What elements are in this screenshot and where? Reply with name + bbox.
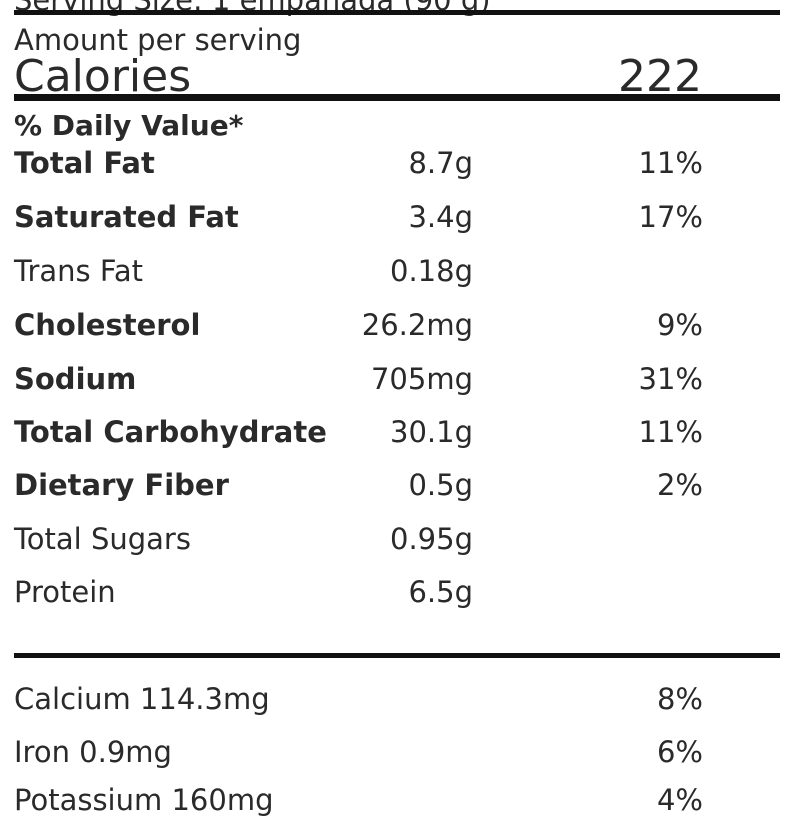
calories-label: Calories bbox=[14, 51, 192, 102]
nutrient-name: Total Sugars bbox=[14, 522, 191, 556]
nutrient-amount: 0.18g bbox=[390, 254, 473, 288]
nutrient-name: Protein bbox=[14, 575, 116, 609]
mineral-daily-value: 6% bbox=[656, 735, 703, 769]
nutrient-daily-value: 2% bbox=[656, 468, 703, 502]
nutrient-row-protein: Protein 6.5g bbox=[0, 572, 800, 612]
mineral-row-iron: Iron 0.9mg 6% bbox=[0, 732, 800, 772]
nutrient-row-saturated-fat: Saturated Fat 3.4g 17% bbox=[0, 197, 800, 237]
nutrient-name: Trans Fat bbox=[14, 254, 144, 288]
nutrient-daily-value: 31% bbox=[638, 362, 703, 396]
nutrient-amount: 0.95g bbox=[390, 522, 473, 556]
mineral-row-calcium: Calcium 114.3mg 8% bbox=[0, 679, 800, 719]
nutrient-daily-value: 11% bbox=[638, 415, 703, 449]
nutrient-daily-value: 17% bbox=[638, 200, 703, 234]
nutrient-amount: 26.2mg bbox=[361, 308, 473, 342]
nutrient-amount: 705mg bbox=[370, 362, 473, 396]
mineral-row-potassium: Potassium 160mg 4% bbox=[0, 780, 800, 820]
nutrient-row-total-fat: Total Fat 8.7g 11% bbox=[0, 143, 800, 183]
nutrient-amount: 30.1g bbox=[390, 415, 473, 449]
top-divider bbox=[14, 10, 780, 15]
nutrient-name: Saturated Fat bbox=[14, 200, 239, 234]
nutrient-name: Cholesterol bbox=[14, 308, 201, 342]
calories-value: 222 bbox=[618, 51, 702, 102]
daily-value-header: % Daily Value* bbox=[14, 109, 244, 142]
nutrient-name: Dietary Fiber bbox=[14, 468, 229, 502]
nutrient-row-total-carbohydrate: Total Carbohydrate 30.1g 11% bbox=[0, 412, 800, 452]
calories-divider bbox=[14, 94, 780, 101]
nutrient-name: Total Fat bbox=[14, 146, 155, 180]
nutrient-daily-value: 11% bbox=[638, 146, 703, 180]
nutrient-name: Sodium bbox=[14, 362, 137, 396]
mineral-name: Iron 0.9mg bbox=[14, 735, 172, 769]
nutrient-amount: 8.7g bbox=[408, 146, 473, 180]
amount-per-serving: Amount per serving bbox=[14, 23, 302, 57]
nutrient-daily-value: 9% bbox=[656, 308, 703, 342]
mineral-name: Potassium 160mg bbox=[14, 783, 274, 817]
nutrient-row-total-sugars: Total Sugars 0.95g bbox=[0, 519, 800, 559]
nutrient-row-cholesterol: Cholesterol 26.2mg 9% bbox=[0, 305, 800, 345]
nutrient-row-sodium: Sodium 705mg 31% bbox=[0, 359, 800, 399]
mineral-daily-value: 4% bbox=[656, 783, 703, 817]
mineral-name: Calcium 114.3mg bbox=[14, 682, 270, 716]
nutrient-row-dietary-fiber: Dietary Fiber 0.5g 2% bbox=[0, 465, 800, 505]
nutrient-amount: 6.5g bbox=[408, 575, 473, 609]
nutrient-row-trans-fat: Trans Fat 0.18g bbox=[0, 251, 800, 291]
mineral-daily-value: 8% bbox=[656, 682, 703, 716]
nutrient-amount: 3.4g bbox=[408, 200, 473, 234]
vitamins-divider bbox=[14, 653, 780, 658]
nutrient-name: Total Carbohydrate bbox=[14, 415, 327, 449]
nutrient-amount: 0.5g bbox=[408, 468, 473, 502]
